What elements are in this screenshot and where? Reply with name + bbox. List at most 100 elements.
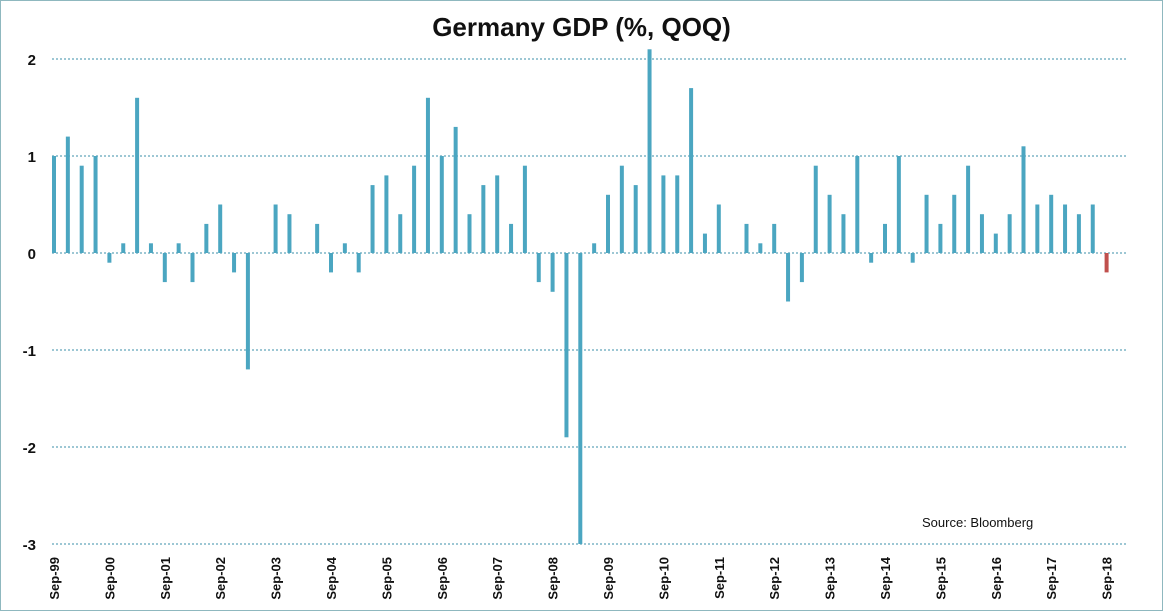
x-tick-label: Sep-18 bbox=[1100, 557, 1115, 600]
bar bbox=[398, 214, 403, 253]
bar bbox=[1007, 214, 1012, 253]
bar bbox=[93, 156, 98, 253]
x-tick-label: Sep-05 bbox=[379, 557, 394, 600]
bar bbox=[813, 165, 818, 253]
bar bbox=[592, 243, 597, 253]
bar bbox=[619, 165, 624, 253]
gridlines bbox=[52, 58, 1128, 545]
bar bbox=[716, 204, 721, 253]
bar bbox=[924, 194, 929, 253]
bar bbox=[841, 214, 846, 253]
x-tick-label: Sep-15 bbox=[933, 557, 948, 600]
x-tick-label: Sep-06 bbox=[435, 557, 450, 600]
x-tick-label: Sep-08 bbox=[546, 557, 561, 600]
bar bbox=[1035, 204, 1040, 253]
bar bbox=[550, 253, 555, 292]
bar bbox=[522, 165, 527, 253]
bar bbox=[412, 165, 417, 253]
x-axis-ticks: Sep-99 Sep-00 Sep-01 Sep-02 Sep-03 Sep-04 Sep-… bbox=[47, 556, 1115, 599]
bar bbox=[855, 156, 860, 253]
bar bbox=[786, 253, 791, 302]
y-tick-label: 1 bbox=[28, 149, 36, 166]
bar bbox=[883, 223, 887, 253]
bar bbox=[384, 175, 389, 253]
bar bbox=[661, 175, 666, 253]
bar bbox=[232, 253, 237, 273]
bar bbox=[744, 223, 749, 253]
bar bbox=[702, 233, 707, 253]
x-tick-label: Sep-01 bbox=[158, 557, 173, 600]
bar bbox=[647, 49, 652, 253]
y-axis-ticks: 2 1 0 -1 -2 -3 bbox=[23, 52, 36, 554]
x-tick-label: Sep-16 bbox=[989, 557, 1004, 600]
bar bbox=[536, 253, 541, 283]
chart-title: Germany GDP (%, QOQ) bbox=[432, 12, 731, 42]
bar bbox=[910, 253, 915, 263]
bar bbox=[827, 194, 832, 253]
bar bbox=[176, 243, 181, 253]
bar bbox=[287, 214, 292, 253]
x-tick-label: Sep-10 bbox=[656, 557, 671, 600]
bar bbox=[1021, 146, 1026, 253]
x-tick-label: Sep-12 bbox=[767, 557, 782, 600]
bar bbox=[342, 243, 347, 253]
bar bbox=[1063, 204, 1068, 253]
y-tick-label: -3 bbox=[23, 537, 36, 554]
bar bbox=[79, 165, 84, 253]
bar bbox=[1049, 194, 1054, 253]
bar bbox=[1090, 204, 1095, 253]
bar bbox=[952, 194, 957, 253]
bar bbox=[564, 253, 569, 438]
bar bbox=[148, 243, 153, 253]
bar bbox=[204, 223, 209, 253]
x-tick-label: Sep-99 bbox=[47, 557, 62, 600]
bar bbox=[675, 175, 680, 253]
bar bbox=[52, 156, 56, 253]
y-tick-label: 0 bbox=[28, 246, 36, 263]
bar bbox=[689, 88, 694, 253]
bar bbox=[439, 156, 444, 253]
bar bbox=[896, 156, 901, 253]
x-tick-label: Sep-13 bbox=[823, 557, 838, 600]
bar bbox=[993, 233, 998, 253]
bar bbox=[938, 223, 943, 253]
bar bbox=[121, 243, 126, 253]
bar bbox=[799, 253, 804, 283]
bar bbox=[190, 253, 195, 283]
bar bbox=[273, 204, 278, 253]
x-tick-label: Sep-14 bbox=[878, 556, 893, 599]
bar bbox=[425, 97, 430, 253]
source-note: Source: Bloomberg bbox=[922, 515, 1034, 530]
bar bbox=[245, 253, 250, 370]
bar bbox=[633, 185, 638, 253]
y-tick-label: 2 bbox=[28, 52, 36, 69]
x-tick-label: Sep-17 bbox=[1044, 557, 1059, 600]
bar-latest bbox=[1104, 253, 1109, 273]
y-tick-label: -2 bbox=[23, 440, 36, 457]
bar bbox=[107, 253, 112, 263]
bar bbox=[467, 214, 472, 253]
bar bbox=[869, 253, 874, 263]
bar bbox=[966, 165, 971, 253]
y-tick-label: -1 bbox=[23, 343, 36, 360]
bar bbox=[509, 223, 514, 253]
bar bbox=[135, 97, 140, 253]
bar bbox=[65, 136, 70, 253]
bar bbox=[481, 185, 486, 253]
bar bbox=[162, 253, 167, 283]
x-tick-label: Sep-07 bbox=[490, 557, 505, 600]
x-tick-label: Sep-11 bbox=[712, 557, 727, 599]
bar bbox=[1076, 214, 1081, 253]
x-tick-label: Sep-09 bbox=[601, 557, 616, 600]
x-tick-label: Sep-03 bbox=[269, 557, 284, 600]
bar bbox=[315, 223, 320, 253]
bars bbox=[52, 49, 1109, 544]
bar bbox=[772, 223, 777, 253]
bar bbox=[758, 243, 763, 253]
bar bbox=[370, 185, 375, 253]
bar bbox=[453, 126, 458, 253]
bar bbox=[606, 194, 610, 253]
bar bbox=[218, 204, 223, 253]
bar bbox=[329, 253, 333, 273]
